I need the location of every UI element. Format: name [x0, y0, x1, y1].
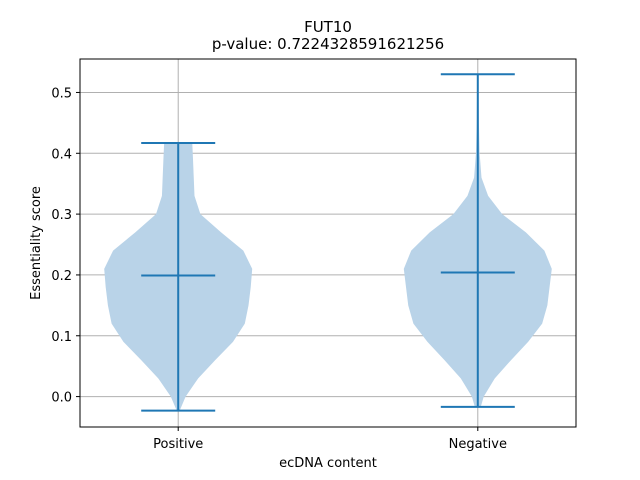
y-tick-label: 0.1 [51, 330, 72, 345]
y-tick-label: 0.0 [51, 391, 72, 406]
x-tick-label: Negative [449, 437, 507, 452]
x-tick-label: Positive [153, 437, 203, 452]
y-tick-label: 0.4 [51, 147, 72, 162]
chart-title: FUT10 [304, 18, 352, 36]
chart-subtitle: p-value: 0.7224328591621256 [212, 35, 444, 53]
plot-frame [79, 58, 577, 428]
y-axis-label: Essentiality score [29, 186, 44, 300]
x-axis-label: ecDNA content [279, 456, 377, 471]
y-tick-label: 0.2 [51, 269, 72, 284]
violins [104, 73, 552, 412]
y-tick-label: 0.5 [51, 86, 72, 101]
y-tick-label: 0.3 [51, 208, 72, 223]
axis-ticks: 0.0 0.1 0.2 0.3 0.4 0.5 Positive Negative [51, 86, 507, 452]
